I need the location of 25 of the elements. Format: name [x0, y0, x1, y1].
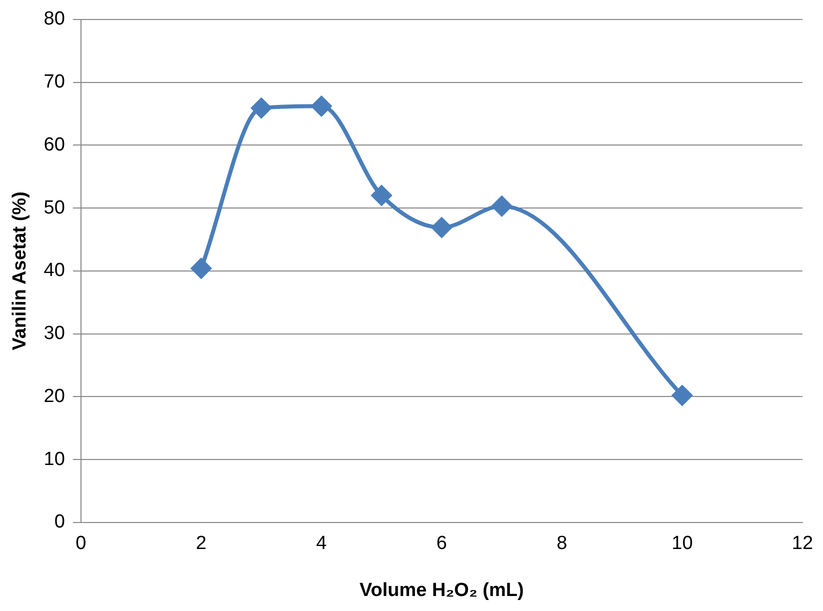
point: [251, 98, 272, 118]
y-axis-title: Vanilin Asetat (%): [10, 192, 31, 350]
y-tick-label: 60: [44, 134, 65, 156]
y-tick-label: 30: [44, 323, 65, 344]
y-tick-label: 0: [54, 512, 65, 533]
y-tick-label: 80: [44, 8, 65, 30]
y-tick-label: 50: [44, 197, 65, 218]
point: [432, 218, 452, 238]
point: [311, 96, 332, 116]
point: [372, 185, 392, 206]
point: [492, 196, 512, 216]
x-tick-label: 4: [316, 533, 328, 554]
x-axis-title: Volume H₂O₂ (mL): [360, 580, 524, 601]
x-tick-label: 6: [436, 533, 447, 554]
y-tick-label: 40: [44, 260, 65, 282]
x-tick-label: 2: [196, 533, 206, 554]
y-tick-label: 20: [44, 386, 65, 407]
x-tick-label: 12: [792, 533, 814, 554]
point: [672, 385, 692, 406]
y-tick-label: 70: [44, 72, 65, 93]
x-tick-label: 0: [76, 533, 86, 554]
x-tick-label: 8: [556, 533, 568, 554]
point: [191, 258, 212, 278]
x-tick-label: 10: [672, 533, 693, 554]
y-tick-label: 10: [44, 448, 65, 470]
